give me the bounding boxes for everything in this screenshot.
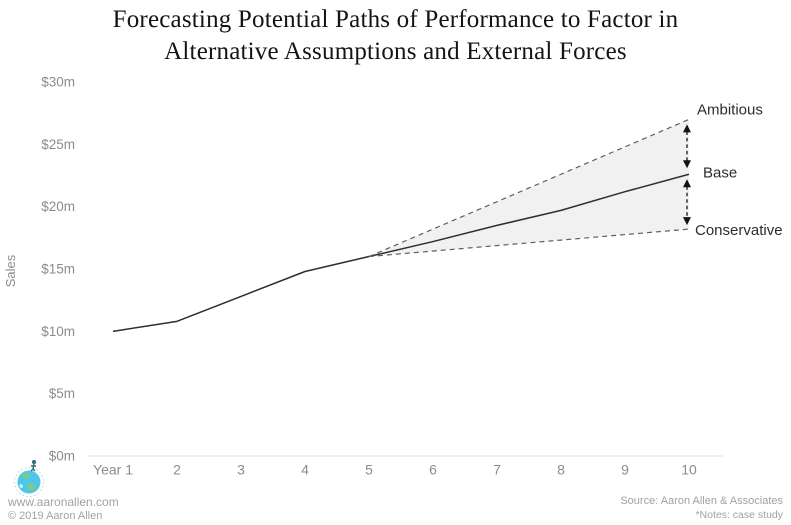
globe-icon — [14, 460, 44, 497]
chart-title-line2: Alternative Assumptions and External For… — [164, 38, 627, 65]
ambitious-base-range-arrow-head-up — [683, 124, 691, 133]
notes-text: *Notes: case study — [695, 509, 783, 521]
ambitious-label: Ambitious — [697, 101, 763, 118]
x-tick-label: 6 — [429, 462, 437, 478]
y-tick-label: $10m — [41, 324, 75, 339]
x-tick-label: 10 — [681, 462, 697, 478]
figure-on-globe-icon — [30, 460, 36, 472]
historical-line — [112, 255, 370, 333]
base-conservative-range-arrow-head-up — [683, 179, 691, 188]
aaron-allen-globe-logo — [14, 460, 44, 497]
x-tick-label: 9 — [621, 462, 629, 478]
y-axis-title: Sales — [3, 254, 18, 287]
x-tick-label: Year 1 — [93, 462, 133, 478]
y-tick-label: $25m — [41, 137, 75, 152]
fan-uncertainty-shading — [369, 119, 689, 257]
ambitious-line — [368, 118, 690, 258]
y-tick-label: $20m — [41, 199, 75, 214]
x-tick-label: 7 — [493, 462, 501, 478]
base-line — [368, 173, 690, 258]
source-text: Source: Aaron Allen & Associates — [620, 495, 783, 507]
ambitious-base-range-arrow-head-down — [683, 160, 691, 169]
base-label: Base — [703, 164, 737, 181]
x-tick-label: 8 — [557, 462, 565, 478]
y-tick-label: $0m — [49, 449, 75, 464]
chart-title: Forecasting Potential Paths of Performan… — [0, 4, 791, 68]
x-tick-label: 4 — [301, 462, 309, 478]
x-tick-label: 3 — [237, 462, 245, 478]
copyright-text: © 2019 Aaron Allen — [8, 510, 103, 522]
footer-left: www.aaronallen.com © 2019 Aaron Allen — [8, 495, 119, 523]
y-tick-label: $5m — [49, 386, 75, 401]
x-tick-label: 2 — [173, 462, 181, 478]
website-url: www.aaronallen.com — [8, 495, 119, 509]
chart-title-line1: Forecasting Potential Paths of Performan… — [112, 6, 679, 33]
x-tick-label: 5 — [365, 462, 373, 478]
y-tick-label: $15m — [41, 261, 75, 276]
footer-right: Source: Aaron Allen & Associates *Notes:… — [620, 494, 783, 522]
base-conservative-range-arrow-head-down — [683, 217, 691, 226]
y-tick-label: $30m — [41, 74, 75, 89]
conservative-label: Conservative — [695, 222, 783, 239]
